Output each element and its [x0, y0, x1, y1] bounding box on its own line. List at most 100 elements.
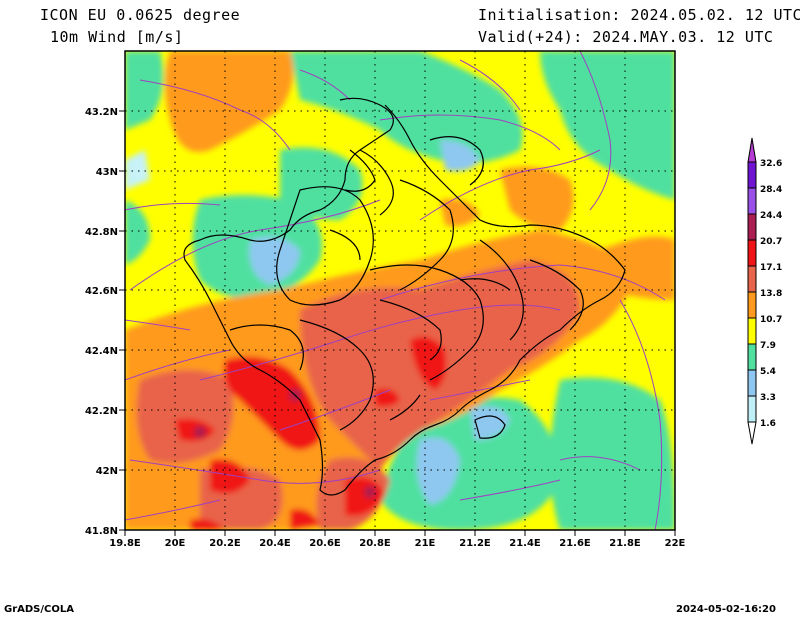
green-area-northeast: [540, 51, 675, 200]
colorbar-label: 7.9: [760, 341, 776, 351]
colorbar-bin: [747, 369, 757, 397]
red-area-bottom-left: [190, 518, 225, 530]
streamline: [139, 79, 291, 151]
streamline: [459, 479, 561, 501]
red-area-west: [224, 356, 320, 450]
maroon-spot-2: [194, 426, 206, 438]
lat-label: 42N: [96, 466, 118, 477]
lat-label: 42.8N: [85, 227, 118, 238]
streamline: [559, 456, 641, 471]
streamline: [459, 59, 521, 111]
streamline: [579, 51, 612, 211]
streamline: [129, 459, 381, 484]
colorbar-bin: [747, 187, 757, 215]
orange-area-east: [500, 166, 574, 230]
border-line: [389, 394, 421, 421]
colorbar-label: 28.4: [760, 185, 782, 195]
lon-label: 19.8E: [109, 538, 141, 549]
cyan-area-west: [125, 150, 150, 190]
border-line: [359, 149, 394, 216]
streamline: [379, 264, 666, 301]
map-grid: [125, 51, 675, 530]
lon-label: 21.4E: [509, 538, 541, 549]
colorbar-bottom-arrow: [747, 421, 757, 445]
blue-area-south: [416, 437, 460, 505]
colorbar-bin: [747, 161, 757, 189]
border-line: [369, 264, 484, 381]
lon-label: 21E: [415, 538, 436, 549]
colorbar-label: 20.7: [760, 237, 782, 247]
streamlines: [125, 51, 666, 530]
blue-area-southeast: [470, 406, 510, 440]
streamline: [429, 379, 531, 401]
green-area-west-edge: [125, 200, 150, 265]
blue-area-west: [249, 236, 300, 285]
valid-time: Valid(+24): 2024.MAY.03. 12 UTC: [478, 28, 774, 46]
lon-label: 20.8E: [359, 538, 391, 549]
lon-label: 21.6E: [559, 538, 591, 549]
lon-label: 20.4E: [259, 538, 291, 549]
colorbar-bin: [747, 239, 757, 267]
streamline: [299, 69, 351, 101]
border-lake-south: [474, 415, 506, 439]
colorbar-label: 24.4: [760, 211, 782, 221]
lon-label: 21.2E: [459, 538, 491, 549]
red-area-southwest: [210, 459, 250, 494]
init-time: Initialisation: 2024.05.02. 12 UTC: [478, 6, 800, 24]
model-title: ICON EU 0.0625 degree: [40, 6, 241, 24]
lat-label: 42.4N: [85, 346, 118, 357]
colorbar-bin: [747, 395, 757, 423]
colorbar-label: 10.7: [760, 315, 782, 325]
green-area-center-north: [280, 147, 363, 220]
maroon-spot-3: [364, 486, 376, 498]
colorbar-label: 1.6: [760, 419, 776, 429]
green-area-southeast: [550, 377, 675, 530]
colorbar-label: 3.3: [760, 393, 776, 403]
green-area-northwest: [125, 51, 164, 130]
credit-label: GrADS/COLA: [4, 604, 74, 615]
lon-labels: 19.8E 20E 20.2E 20.4E 20.6E 20.8E 21E 21…: [109, 538, 685, 549]
colorbar-bin: [747, 317, 757, 345]
colorbar-labels: 32.6 28.4 24.4 20.7 17.1 13.8 10.7 7.9 5…: [760, 159, 782, 429]
colorbar-top-arrow: [747, 137, 757, 163]
lon-label: 22E: [665, 538, 686, 549]
streamline: [125, 319, 191, 331]
orange-area-northwest: [165, 51, 294, 152]
streamline: [125, 202, 221, 211]
streamline: [125, 499, 221, 521]
colorbar-bin: [747, 291, 757, 319]
borders: [183, 97, 626, 496]
lat-label: 41.8N: [85, 526, 118, 537]
border-line: [459, 278, 511, 291]
lat-label: 43N: [96, 167, 118, 178]
lon-label: 20E: [165, 538, 186, 549]
orange-area-center: [440, 199, 480, 227]
blue-area-north: [440, 140, 480, 172]
lon-label: 20.6E: [309, 538, 341, 549]
green-area-north: [290, 51, 523, 164]
colorbar-label: 32.6: [760, 159, 782, 169]
lon-label: 21.8E: [609, 538, 641, 549]
border-line: [429, 136, 484, 186]
lat-label: 42.6N: [85, 286, 118, 297]
streamline: [279, 389, 391, 431]
colorbar-label: 13.8: [760, 289, 782, 299]
border-outer: [183, 97, 626, 496]
timestamp-label: 2024-05-02-16:20: [676, 604, 776, 615]
lat-label: 43.2N: [85, 107, 118, 118]
salmon-area-west: [136, 370, 234, 464]
border-line: [329, 229, 361, 261]
colorbar-bin: [747, 265, 757, 293]
axis-ticks: [119, 110, 676, 536]
red-area-south-edge: [290, 509, 320, 530]
streamline: [619, 299, 663, 530]
colorbar-bin: [747, 213, 757, 241]
colorbar-bin: [747, 343, 757, 371]
border-lake: [344, 149, 376, 192]
wind-field: [125, 51, 675, 530]
colorbar: 32.6 28.4 24.4 20.7 17.1 13.8 10.7 7.9 5…: [747, 137, 782, 445]
variable-title: 10m Wind [m/s]: [50, 28, 184, 46]
streamline: [199, 304, 561, 381]
colorbar-label: 17.1: [760, 263, 782, 273]
